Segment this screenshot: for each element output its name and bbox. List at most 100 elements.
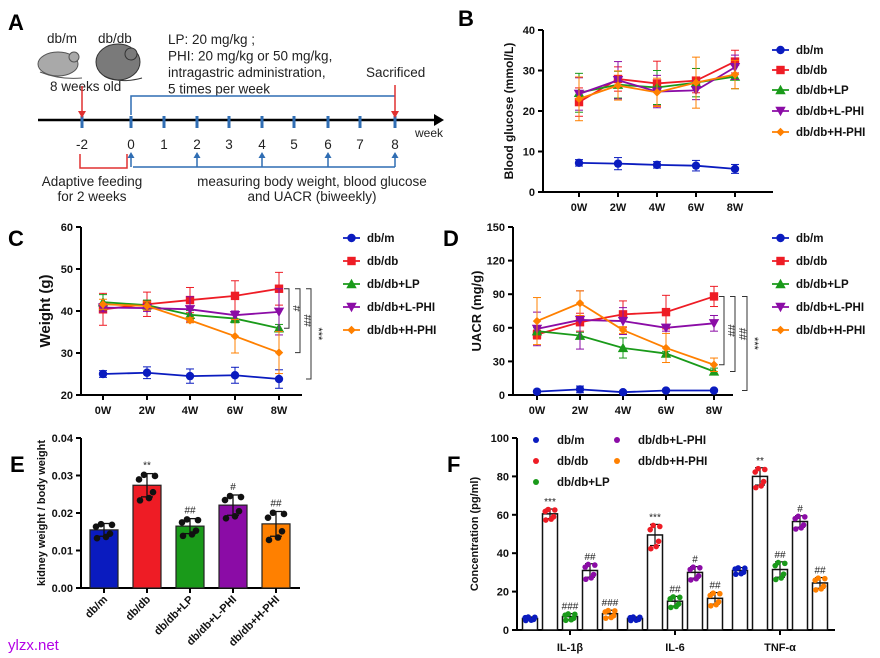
y-tick-label: 60	[61, 222, 73, 234]
data-dot	[562, 612, 568, 618]
legend-marker	[776, 325, 785, 335]
watermark: ylzx.net	[8, 637, 60, 654]
week-label: 7	[356, 137, 364, 152]
data-point	[709, 360, 719, 369]
data-dot	[583, 576, 589, 583]
data-dot	[552, 507, 558, 513]
legend-label: db/m	[367, 233, 394, 245]
y-tick-label: 0	[499, 390, 505, 402]
legend-label: db/db+H-PHI	[367, 325, 436, 337]
legend-marker	[347, 233, 356, 243]
y-axis-label: Concentration (pg/ml)	[469, 477, 481, 592]
significance-bracket-label: #	[290, 305, 302, 312]
legend-marker	[776, 233, 785, 243]
data-point	[613, 159, 623, 168]
y-tick-label: 10	[523, 147, 535, 159]
y-tick-label: 40	[497, 548, 509, 560]
legend-marker	[776, 45, 785, 55]
significance-label: ###	[602, 598, 619, 609]
data-point	[532, 316, 542, 326]
x-tick-label: 0W	[95, 405, 112, 417]
legend-label: db/db+LP	[367, 279, 420, 291]
data-dot	[782, 560, 788, 567]
data-dot	[758, 483, 764, 489]
significance-label: ##	[184, 506, 196, 517]
x-tick-label: 6W	[688, 202, 705, 214]
y-tick-label: 20	[523, 106, 535, 118]
data-dot	[812, 577, 818, 584]
arrow-head-icon	[78, 111, 86, 118]
legend-marker	[775, 278, 786, 289]
data-point	[532, 387, 542, 396]
y-tick-label: 0.03	[52, 471, 73, 483]
significance-label: **	[143, 461, 151, 472]
x-tick-label: 8W	[271, 405, 288, 417]
x-tick-label: IL-1β	[557, 642, 584, 654]
week-label: 8	[391, 137, 399, 152]
legend-label: db/db+LP	[796, 85, 849, 97]
y-tick-label: 40	[523, 25, 535, 37]
data-point	[98, 300, 108, 309]
arrow-up-icon	[391, 152, 399, 158]
timeline-unit: week	[414, 126, 444, 140]
data-dot	[753, 484, 759, 491]
data-point	[574, 158, 584, 168]
data-point	[273, 307, 285, 318]
data-dot	[633, 617, 639, 623]
data-dot	[667, 596, 673, 602]
week-label: 3	[225, 137, 233, 152]
data-dot	[677, 594, 683, 601]
mouse-db-db-tail-icon	[103, 75, 143, 82]
treatment-text: 5 times per week	[168, 82, 270, 97]
legend-marker	[347, 325, 356, 335]
x-tick-label: db/m	[83, 593, 110, 620]
data-dot	[231, 512, 239, 520]
week-label: 2	[193, 137, 201, 152]
data-dot	[548, 516, 554, 522]
data-dot	[280, 510, 288, 518]
data-dot	[818, 586, 824, 592]
data-dot	[183, 516, 191, 523]
data-dot	[608, 614, 614, 621]
data-dot	[222, 514, 230, 522]
data-point	[618, 325, 628, 335]
data-point	[185, 316, 195, 325]
adaptive-bracket	[79, 154, 128, 169]
data-dot	[802, 514, 808, 520]
significance-bracket	[284, 288, 290, 329]
data-point	[617, 342, 629, 353]
timeline-arrow-icon	[434, 114, 444, 126]
legend-marker	[776, 65, 785, 75]
data-dot	[178, 519, 186, 526]
data-dot	[563, 617, 569, 624]
week-label: 5	[290, 137, 298, 152]
data-dot	[668, 604, 674, 611]
y-tick-label: 0.01	[52, 546, 73, 558]
data-dot	[135, 476, 143, 483]
data-dot	[102, 533, 110, 541]
data-dot	[264, 514, 272, 521]
data-dot	[778, 575, 784, 581]
legend-marker	[346, 278, 357, 289]
significance-label: #	[692, 555, 698, 566]
data-dot	[733, 571, 739, 578]
legend-marker	[775, 84, 786, 95]
y-tick-label: 0.02	[52, 508, 73, 520]
data-dot	[528, 617, 534, 623]
legend-marker	[533, 437, 539, 443]
data-point	[661, 343, 671, 353]
data-point	[652, 160, 662, 170]
legend-marker	[776, 256, 785, 266]
data-dot	[108, 521, 116, 529]
panel-label-c: C	[8, 226, 24, 251]
data-point	[142, 301, 152, 311]
data-dot	[274, 534, 282, 541]
data-dot	[798, 525, 804, 531]
data-point	[575, 385, 585, 394]
x-tick-label: db/db+LP	[152, 594, 196, 638]
legend-label: db/m	[796, 233, 823, 245]
data-dot	[792, 515, 798, 522]
data-point	[229, 311, 241, 321]
data-dot	[226, 492, 234, 500]
significance-label: ##	[814, 566, 826, 577]
